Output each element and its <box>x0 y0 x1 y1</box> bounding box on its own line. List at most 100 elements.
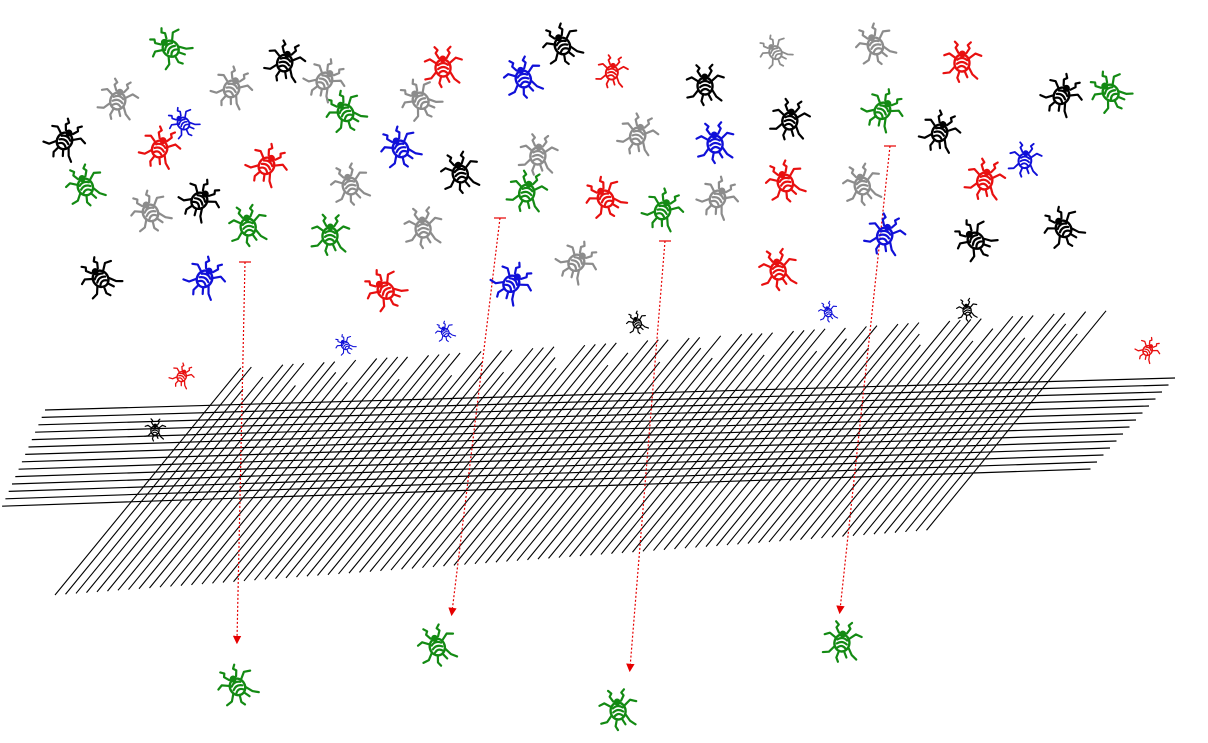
mesh-line <box>737 322 920 545</box>
mesh-line <box>695 325 878 548</box>
bug-icon <box>412 620 463 672</box>
bug-icon <box>72 249 129 307</box>
bug-icon <box>310 213 351 257</box>
arrow <box>626 240 666 673</box>
mesh-line <box>369 346 555 572</box>
mesh-line <box>495 361 661 563</box>
mesh-line <box>38 391 1163 426</box>
mesh-line <box>44 377 1176 411</box>
mesh-line <box>747 333 920 544</box>
mesh-line <box>632 329 815 553</box>
mesh-line <box>653 350 818 551</box>
bug-icon <box>954 296 980 324</box>
mesh-line <box>107 363 294 592</box>
bug-icon <box>961 154 1010 206</box>
mesh-line <box>401 344 586 570</box>
mesh-line <box>485 339 669 564</box>
mesh-line <box>2 468 1091 507</box>
mesh-line <box>159 372 337 588</box>
bug-icon <box>613 109 664 162</box>
bug-icon <box>767 95 814 145</box>
bug-icon <box>1034 67 1091 124</box>
bug-icon <box>941 40 984 85</box>
bug-icon <box>946 211 1004 269</box>
bug-icon <box>535 17 589 72</box>
mesh-line <box>905 311 1087 533</box>
mesh-line <box>548 357 713 559</box>
bug-icon <box>59 159 112 213</box>
mesh-line <box>380 357 556 572</box>
mesh-line <box>275 352 461 579</box>
bug-icon <box>816 299 841 325</box>
mesh-line <box>810 340 974 540</box>
bug-icon <box>594 52 631 92</box>
mesh-line <box>75 389 244 594</box>
mesh-line <box>474 339 659 565</box>
bug-icon <box>755 246 802 294</box>
bug-icon <box>1006 140 1044 180</box>
mesh-line <box>128 385 296 590</box>
mesh-line <box>537 335 722 560</box>
bug-icon <box>325 159 376 211</box>
bug-icon <box>855 81 912 139</box>
mesh-line <box>716 323 899 547</box>
bug-icon <box>691 170 746 226</box>
bug-icon <box>260 36 311 89</box>
mesh-line <box>201 357 388 585</box>
bug-icon <box>432 318 459 346</box>
mesh-line <box>96 364 284 593</box>
mesh-line <box>768 320 951 543</box>
mesh-line <box>558 333 743 558</box>
mesh-line <box>674 338 847 550</box>
arrows <box>232 145 896 673</box>
mesh-line <box>642 328 826 552</box>
mesh-line <box>348 347 534 574</box>
mesh-line <box>821 328 994 539</box>
bug-icon <box>172 171 229 229</box>
mesh-line <box>443 364 609 567</box>
bug-icon <box>436 147 485 198</box>
bugs <box>38 17 1166 733</box>
bug-icon <box>498 52 549 104</box>
mesh-line <box>663 327 846 551</box>
mesh-line <box>296 351 482 578</box>
bug-icon <box>94 75 143 126</box>
mesh-line <box>569 333 753 558</box>
mesh-line <box>873 313 1055 535</box>
mesh-line <box>359 347 544 573</box>
mesh-line <box>306 361 483 577</box>
mesh-line <box>21 426 1130 463</box>
bug-icon <box>549 233 606 291</box>
mesh-line <box>863 337 1026 536</box>
mesh-line <box>254 354 440 581</box>
mesh-line <box>758 344 921 544</box>
bug-icon <box>849 17 902 72</box>
mesh-line <box>25 419 1137 455</box>
mesh-line <box>516 337 701 562</box>
mesh <box>2 310 1176 596</box>
mesh-line <box>915 333 1078 532</box>
bug-icon <box>694 120 737 166</box>
bug-icon <box>577 169 633 226</box>
bug-icon <box>752 29 798 75</box>
bug-icon <box>134 121 187 175</box>
mesh-line <box>170 359 357 587</box>
mesh-line <box>621 330 805 554</box>
bug-icon <box>178 250 233 307</box>
mesh-line <box>842 315 1024 537</box>
bug-icon <box>225 201 272 250</box>
bug-icon <box>759 155 812 209</box>
mesh-line <box>338 371 504 575</box>
mesh-line <box>579 333 763 557</box>
mesh-line <box>317 350 502 576</box>
mesh-line <box>852 315 1034 537</box>
mesh-line <box>705 347 869 547</box>
mesh-line <box>54 367 242 596</box>
mesh-line <box>28 412 1143 448</box>
mesh-line <box>65 366 252 595</box>
bug-icon <box>356 261 414 319</box>
bug-icon <box>838 159 887 210</box>
mesh-line <box>212 356 399 584</box>
mesh-line <box>831 315 1014 538</box>
mesh-line <box>884 312 1066 534</box>
